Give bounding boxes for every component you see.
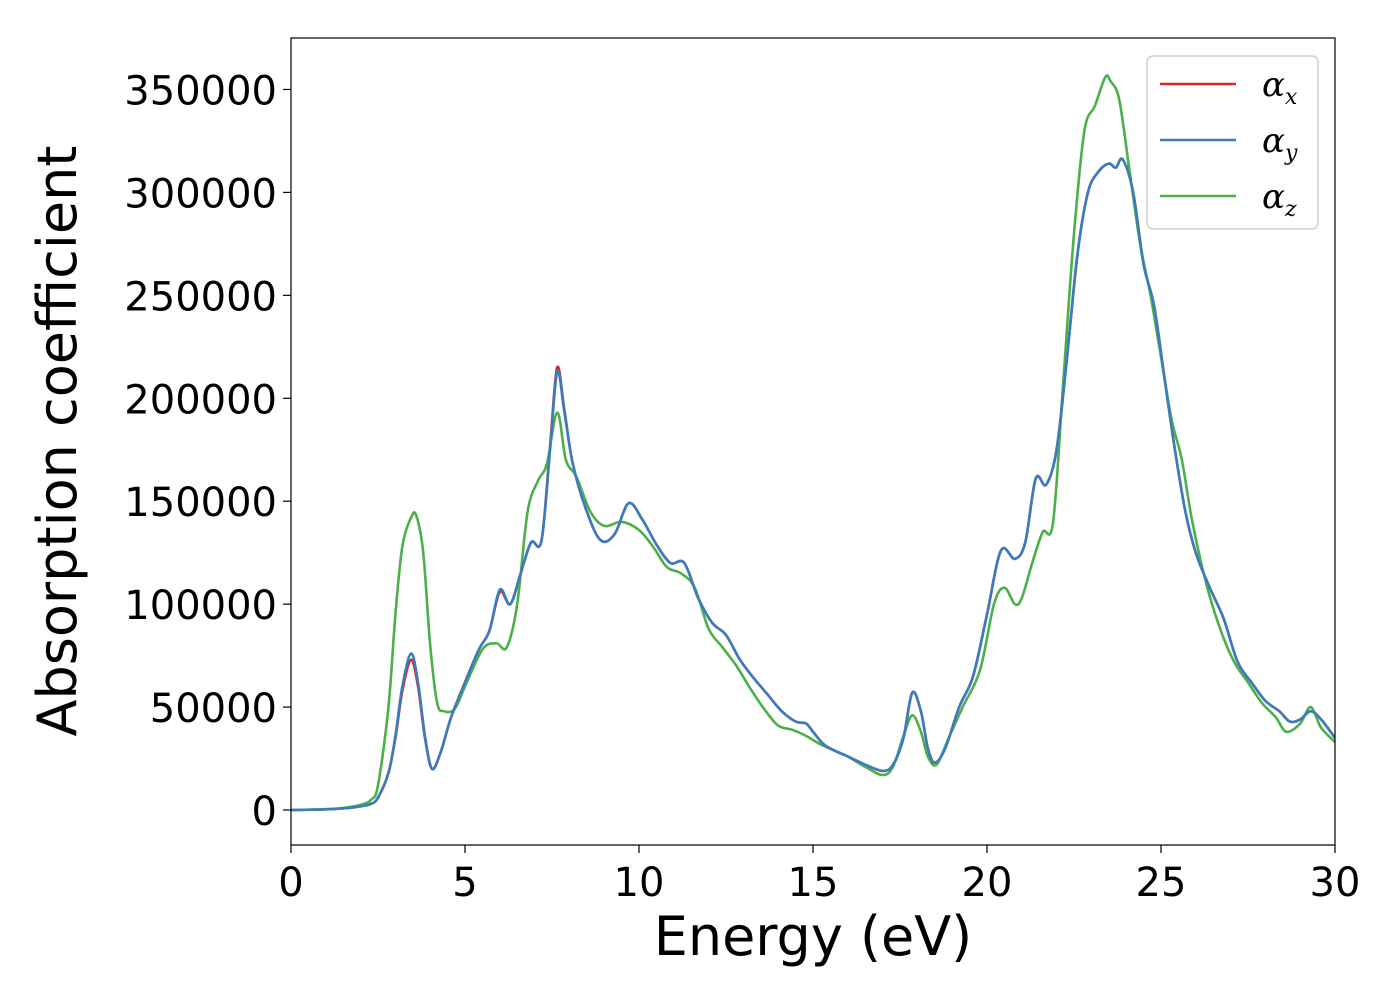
x-tick-label: 10 <box>614 860 665 906</box>
legend-box <box>1146 55 1319 230</box>
y-tick-label: 250000 <box>124 274 277 320</box>
x-axis: 0 5 10 15 20 25 30 <box>278 845 1360 906</box>
legend-label-alpha-y: αy <box>1262 121 1298 166</box>
series-line-alpha-y <box>291 157 1335 812</box>
legend-label-subscript: y <box>1284 141 1298 166</box>
legend-label-alpha-z: αz <box>1262 177 1297 222</box>
legend-label-subscript: x <box>1285 85 1298 110</box>
series-layer <box>291 74 1335 812</box>
y-tick-label: 300000 <box>124 171 277 217</box>
x-tick-label: 0 <box>278 860 303 906</box>
legend-label-symbol: α <box>1262 65 1285 105</box>
x-tick-label: 15 <box>788 860 839 906</box>
legend-label-alpha-x: αx <box>1262 65 1298 110</box>
y-tick-label: 50000 <box>150 686 277 732</box>
x-axis-title: Energy (eV) <box>654 905 973 968</box>
y-axis-title: Absorption coefficient <box>26 146 89 737</box>
y-tick-label: 350000 <box>124 68 277 114</box>
y-tick-label: 200000 <box>124 377 277 423</box>
y-tick-label: 100000 <box>124 583 277 629</box>
x-tick-label: 5 <box>452 860 477 906</box>
x-tick-label: 25 <box>1136 860 1187 906</box>
legend-label-subscript: z <box>1284 197 1297 222</box>
legend-label-symbol: α <box>1262 177 1285 217</box>
y-tick-label: 150000 <box>124 480 277 526</box>
y-axis: 0 50000 100000 150000 200000 250000 300000 3500… <box>124 68 291 835</box>
plot-area <box>290 37 1336 846</box>
x-tick-label: 30 <box>1310 860 1361 906</box>
x-tick-label: 20 <box>962 860 1013 906</box>
legend-label-symbol: α <box>1262 121 1285 161</box>
y-tick-label: 0 <box>252 789 277 835</box>
